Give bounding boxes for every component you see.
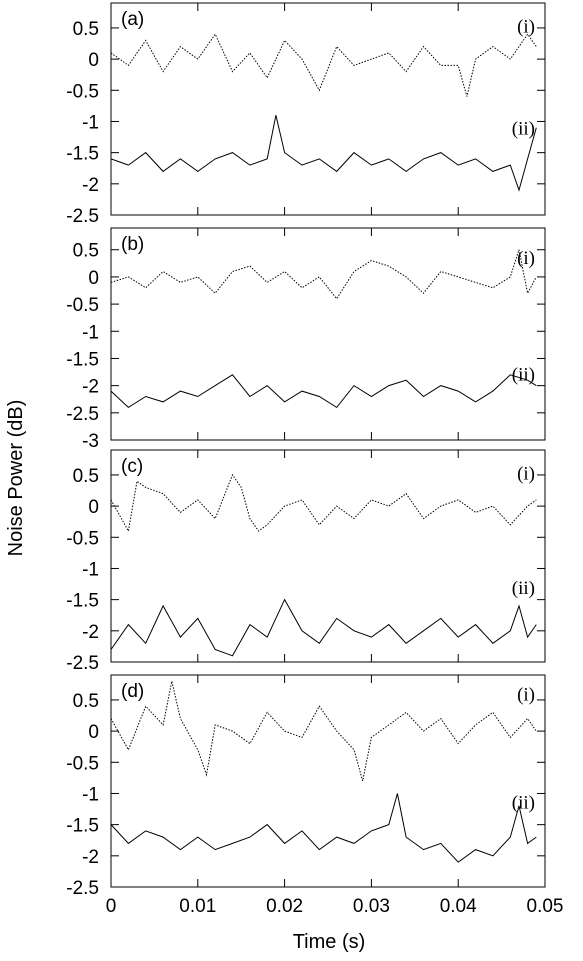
y-axis-title: Noise Power (dB)	[5, 400, 27, 557]
y-tick-label: 0	[88, 50, 99, 71]
series-ii-line	[110, 374, 537, 409]
y-tick-label: -1.5	[66, 349, 99, 370]
y-tick-label: 0	[88, 722, 99, 743]
x-axis-title: Time (s)	[293, 931, 366, 953]
y-tick-label: -1	[82, 322, 99, 343]
series-ii-label: (ii)	[512, 365, 535, 386]
series-ii-line	[110, 598, 537, 657]
series-i-line	[110, 249, 537, 300]
y-tick-label: 0.5	[73, 691, 99, 712]
y-tick-label: -1.5	[66, 591, 99, 612]
x-tick-label: 0.04	[440, 896, 477, 917]
x-tick-label: 0.01	[179, 896, 216, 917]
y-tick-label: -1.5	[66, 144, 99, 165]
y-tick-label: -2	[82, 847, 99, 868]
y-tick-label: -2	[82, 175, 99, 196]
x-tick-label: 0.02	[266, 896, 303, 917]
series-i-label: (i)	[517, 464, 535, 485]
series-ii-label: (ii)	[512, 578, 535, 599]
y-tick-label: -2.5	[66, 653, 99, 674]
series-i-label: (i)	[517, 248, 535, 269]
y-tick-label: -2.5	[66, 878, 99, 899]
series-i-label: (i)	[517, 684, 535, 705]
y-tick-label: -1	[82, 784, 99, 805]
y-tick-label: -0.5	[66, 528, 99, 549]
y-tick-label: 0.5	[73, 241, 99, 262]
y-tick-label: -0.5	[66, 753, 99, 774]
panel-label: (b)	[121, 234, 144, 255]
panel-frame	[110, 449, 546, 663]
y-tick-label: -0.5	[66, 295, 99, 316]
panel-frame	[110, 674, 546, 888]
series-i-line	[110, 473, 537, 533]
y-tick-label: 0.5	[73, 19, 99, 40]
panel-label: (a)	[121, 9, 144, 30]
x-tick-label: 0.03	[353, 896, 390, 917]
y-tick-label: -3	[82, 431, 99, 452]
y-tick-label: 0	[88, 497, 99, 518]
panel-label: (d)	[121, 681, 144, 702]
y-tick-label: -2	[82, 377, 99, 398]
y-tick-label: -0.5	[66, 81, 99, 102]
y-tick-label: -2	[82, 622, 99, 643]
y-tick-label: 0.5	[73, 466, 99, 487]
y-tick-label: -1	[82, 559, 99, 580]
series-ii-label: (ii)	[512, 793, 535, 814]
panel-frame	[110, 227, 546, 441]
series-i-line	[110, 33, 537, 97]
y-tick-label: -1.5	[66, 816, 99, 837]
series-ii-line	[110, 793, 537, 863]
series-ii-label: (ii)	[512, 118, 535, 139]
x-tick-label: 0	[106, 896, 117, 917]
panel-frame	[110, 2, 546, 216]
y-tick-label: -1	[82, 112, 99, 133]
y-tick-label: 0	[88, 268, 99, 289]
y-tick-label: -2.5	[66, 206, 99, 227]
panel-label: (c)	[121, 456, 143, 477]
y-tick-label: -2.5	[66, 404, 99, 425]
x-tick-label: 0.05	[527, 896, 564, 917]
series-i-line	[110, 681, 537, 782]
series-i-label: (i)	[517, 17, 535, 38]
series-ii-line	[110, 115, 537, 192]
